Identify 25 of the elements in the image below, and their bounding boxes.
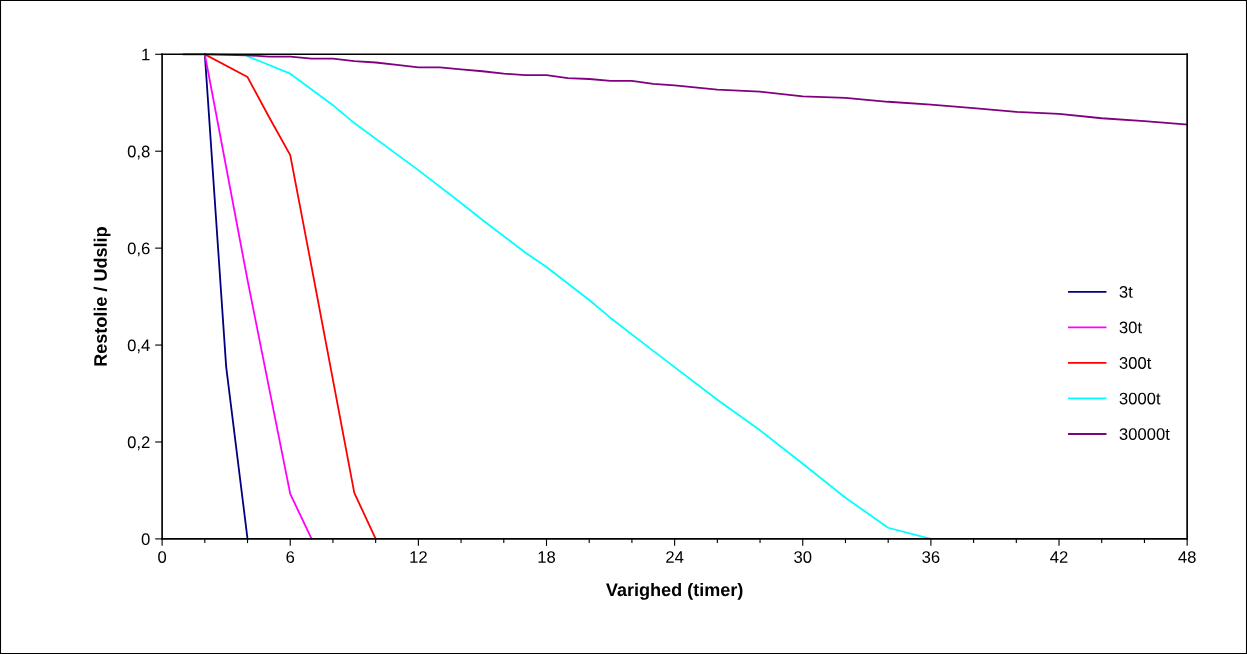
y-axis-title: Restolie / Udslip bbox=[93, 227, 111, 366]
x-axis-title: Varighed (timer) bbox=[606, 582, 743, 600]
x-tick-label: 12 bbox=[410, 551, 427, 563]
y-tick-label: 0,6 bbox=[127, 242, 150, 257]
legend-label: 30t bbox=[1119, 321, 1142, 334]
y-tick-label: 0,4 bbox=[127, 339, 150, 354]
x-tick-label: 48 bbox=[1178, 551, 1196, 563]
x-tick-label: 30 bbox=[794, 551, 812, 563]
x-tick-label: 42 bbox=[1050, 551, 1068, 563]
x-tick-label: 0 bbox=[158, 551, 167, 563]
x-tick-label: 18 bbox=[538, 551, 556, 563]
x-tick-label: 24 bbox=[666, 551, 684, 563]
legend-label: 300t bbox=[1119, 357, 1152, 369]
y-tick-label: 0,8 bbox=[127, 145, 150, 160]
y-tick-label: 0,2 bbox=[127, 436, 150, 451]
y-tick-label: 0 bbox=[141, 533, 150, 546]
legend-label: 3t bbox=[1119, 286, 1133, 298]
line-series bbox=[203, 53, 313, 540]
x-tick-label: 6 bbox=[286, 551, 295, 563]
legend-label: 30000t bbox=[1119, 428, 1170, 440]
line-series bbox=[246, 55, 932, 540]
x-tick-label: 36 bbox=[922, 551, 940, 563]
line-series bbox=[203, 53, 377, 540]
legend-label: 3000t bbox=[1119, 392, 1161, 405]
y-tick-label: 1 bbox=[142, 48, 150, 61]
